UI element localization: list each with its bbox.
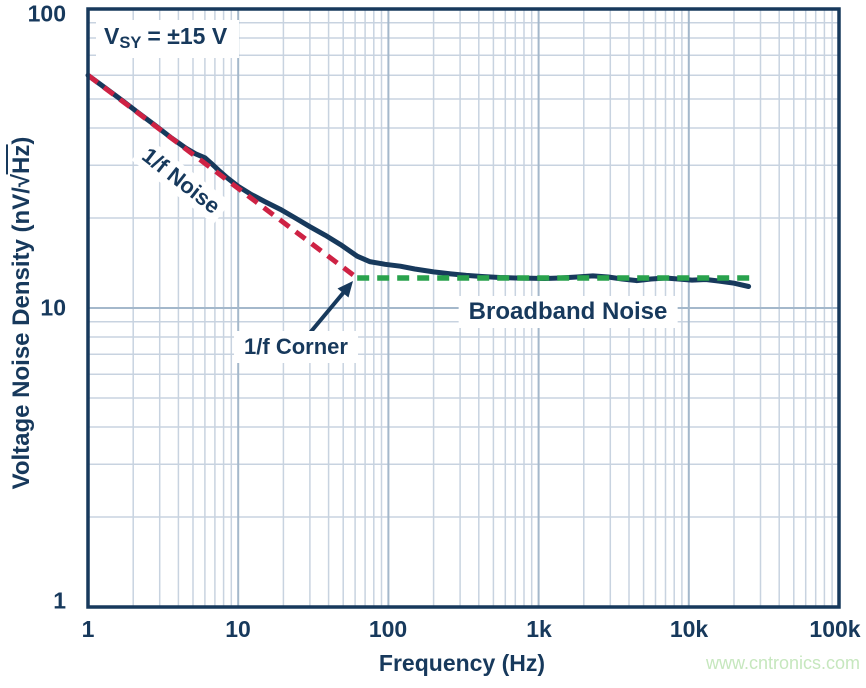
corner-arrow xyxy=(307,281,353,336)
supply-voltage-annotation: VSY = ±15 V xyxy=(96,20,240,59)
x-tick-1: 1 xyxy=(81,616,95,642)
one-over-f-corner-label: 1/f Corner xyxy=(234,331,358,363)
supply-value: = ±15 V xyxy=(147,23,228,49)
sqrt-symbol: √ xyxy=(8,173,35,188)
x-tick-10k: 10k xyxy=(669,616,709,642)
y-axis-label-pre: Voltage Noise Density (nV/ xyxy=(8,187,35,490)
supply-symbol: V xyxy=(104,23,120,49)
y-axis-label: Voltage Noise Density (nV/√Hz) xyxy=(6,136,36,490)
y-tick-1: 1 xyxy=(53,587,66,614)
y-axis-label-radicand: Hz xyxy=(6,144,35,174)
y-tick-100: 100 xyxy=(27,0,66,27)
supply-subscript: SY xyxy=(119,33,142,53)
plot-frame xyxy=(86,7,841,609)
x-tick-10: 10 xyxy=(225,616,251,642)
x-tick-100k: 100k xyxy=(809,616,861,642)
x-tick-100: 100 xyxy=(368,616,408,642)
series-curves xyxy=(85,72,756,289)
x-axis-label: Frequency (Hz) xyxy=(378,650,546,676)
one-over-f-asymptote-curve xyxy=(86,73,359,280)
watermark: www.cntronics.com xyxy=(705,653,860,673)
broadband-noise-label: Broadband Noise xyxy=(458,296,678,328)
x-tick-1k: 1k xyxy=(526,616,552,642)
y-tick-10: 10 xyxy=(40,294,66,321)
y-axis-label-post: ) xyxy=(8,136,35,145)
